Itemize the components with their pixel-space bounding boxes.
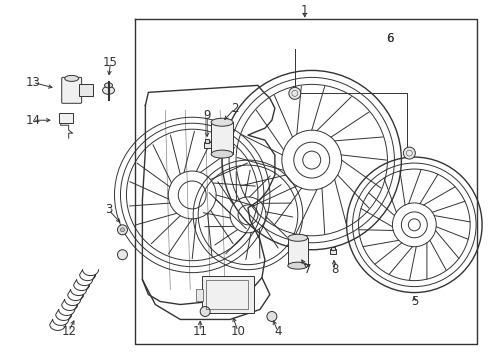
Text: 5: 5 [410, 295, 417, 308]
Text: 6: 6 [385, 32, 392, 45]
FancyBboxPatch shape [203, 142, 210, 148]
Text: 3: 3 [104, 203, 112, 216]
Ellipse shape [211, 118, 233, 126]
Text: 11: 11 [192, 325, 207, 338]
Text: 8: 8 [330, 263, 338, 276]
FancyBboxPatch shape [196, 289, 203, 301]
FancyBboxPatch shape [61, 77, 81, 103]
Text: 1: 1 [301, 4, 308, 17]
Text: 10: 10 [230, 325, 245, 338]
Ellipse shape [102, 86, 114, 94]
Text: 2: 2 [231, 102, 238, 115]
Text: 7: 7 [304, 263, 311, 276]
Ellipse shape [287, 262, 307, 269]
Circle shape [200, 306, 210, 316]
Text: 9: 9 [203, 109, 210, 122]
Ellipse shape [104, 83, 112, 88]
Circle shape [117, 225, 127, 235]
FancyBboxPatch shape [79, 84, 92, 96]
FancyBboxPatch shape [330, 247, 334, 250]
FancyBboxPatch shape [211, 122, 233, 154]
Circle shape [266, 311, 276, 321]
Circle shape [288, 87, 300, 99]
FancyBboxPatch shape [329, 249, 335, 254]
Text: 12: 12 [61, 325, 76, 338]
Circle shape [120, 228, 124, 232]
FancyBboxPatch shape [204, 139, 209, 143]
Circle shape [403, 147, 414, 159]
Text: 14: 14 [25, 114, 40, 127]
Circle shape [117, 250, 127, 260]
Text: 6: 6 [385, 32, 392, 45]
Ellipse shape [64, 75, 79, 81]
Text: 15: 15 [103, 56, 118, 69]
Text: 13: 13 [25, 76, 40, 89]
FancyBboxPatch shape [59, 113, 73, 123]
Ellipse shape [211, 150, 233, 158]
FancyBboxPatch shape [202, 276, 253, 314]
Ellipse shape [287, 234, 307, 241]
Text: 4: 4 [274, 325, 281, 338]
FancyBboxPatch shape [287, 238, 307, 266]
